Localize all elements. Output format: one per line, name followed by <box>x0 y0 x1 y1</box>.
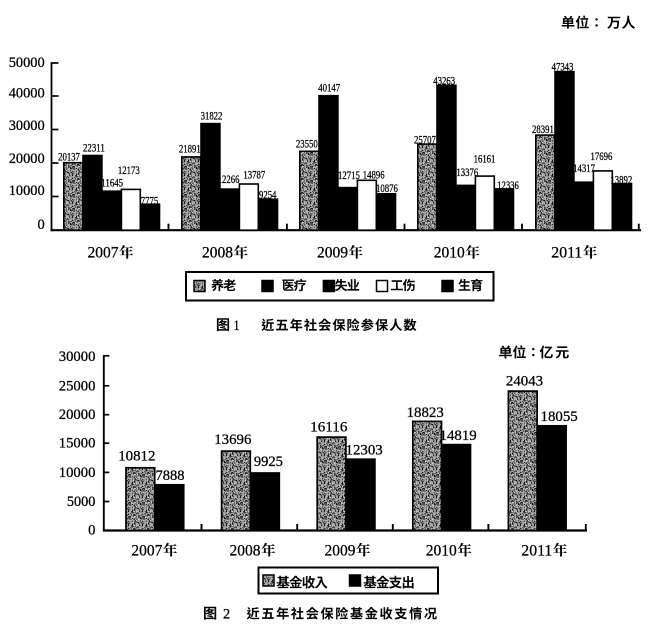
svg-text:13696: 13696 <box>214 432 252 448</box>
svg-text:40000: 40000 <box>9 86 45 102</box>
svg-text:2008: 2008 <box>230 542 261 559</box>
svg-text:17696: 17696 <box>591 149 613 163</box>
svg-text:13376: 13376 <box>456 165 478 179</box>
svg-text:2: 2 <box>223 606 230 622</box>
svg-text:2011: 2011 <box>521 542 552 559</box>
svg-text:21891: 21891 <box>179 142 201 156</box>
svg-text:2009: 2009 <box>325 542 356 559</box>
svg-text:47343: 47343 <box>552 59 574 73</box>
svg-text:13787: 13787 <box>243 168 265 182</box>
svg-text:10000: 10000 <box>59 465 96 481</box>
svg-text:12173: 12173 <box>118 163 140 177</box>
svg-text:50000: 50000 <box>9 55 45 71</box>
svg-text:2011: 2011 <box>551 245 582 262</box>
svg-text:18055: 18055 <box>541 409 578 425</box>
svg-text:40147: 40147 <box>318 81 340 95</box>
svg-text:24043: 24043 <box>506 374 543 390</box>
svg-text:10000: 10000 <box>9 183 45 199</box>
svg-text:2010: 2010 <box>434 245 465 262</box>
svg-text:2009: 2009 <box>317 245 348 262</box>
svg-text:12303: 12303 <box>346 443 383 459</box>
svg-text:30000: 30000 <box>9 118 45 134</box>
svg-text:23550: 23550 <box>296 137 318 151</box>
svg-text:9254: 9254 <box>259 187 276 201</box>
svg-text:31822: 31822 <box>201 109 223 123</box>
svg-text:1: 1 <box>234 318 240 334</box>
svg-text:10812: 10812 <box>118 449 155 465</box>
svg-text:22311: 22311 <box>83 141 105 155</box>
svg-text:25000: 25000 <box>59 378 96 394</box>
svg-text:30000: 30000 <box>59 349 96 365</box>
svg-text:11645: 11645 <box>101 175 123 189</box>
svg-text:7888: 7888 <box>156 468 185 484</box>
svg-text:14317: 14317 <box>573 161 595 175</box>
svg-text:7775: 7775 <box>141 194 158 208</box>
svg-text:12336: 12336 <box>497 178 519 192</box>
svg-text:2010: 2010 <box>426 542 457 559</box>
svg-text:14819: 14819 <box>440 428 477 444</box>
svg-text:20000: 20000 <box>9 151 45 167</box>
svg-text:18823: 18823 <box>407 405 444 421</box>
svg-text:16116: 16116 <box>310 420 348 436</box>
svg-text:2007: 2007 <box>131 542 162 559</box>
svg-text:28391: 28391 <box>532 122 554 136</box>
svg-text:9925: 9925 <box>254 454 283 470</box>
svg-text:43263: 43263 <box>433 74 455 88</box>
svg-text:13892: 13892 <box>610 173 632 187</box>
svg-text:12715: 12715 <box>338 168 360 182</box>
svg-text:12266: 12266 <box>218 172 240 186</box>
svg-text:0: 0 <box>88 523 95 539</box>
svg-text:2007: 2007 <box>88 245 119 262</box>
svg-text:0: 0 <box>38 217 45 233</box>
svg-text:16161: 16161 <box>474 151 496 165</box>
svg-text:25707: 25707 <box>414 133 436 147</box>
svg-text:10876: 10876 <box>376 181 398 195</box>
svg-text:2008: 2008 <box>202 245 233 262</box>
svg-text:20137: 20137 <box>58 149 80 163</box>
svg-text:14896: 14896 <box>363 167 385 181</box>
svg-text:15000: 15000 <box>59 436 96 452</box>
svg-text:20000: 20000 <box>59 407 96 423</box>
svg-text:5000: 5000 <box>67 494 96 510</box>
